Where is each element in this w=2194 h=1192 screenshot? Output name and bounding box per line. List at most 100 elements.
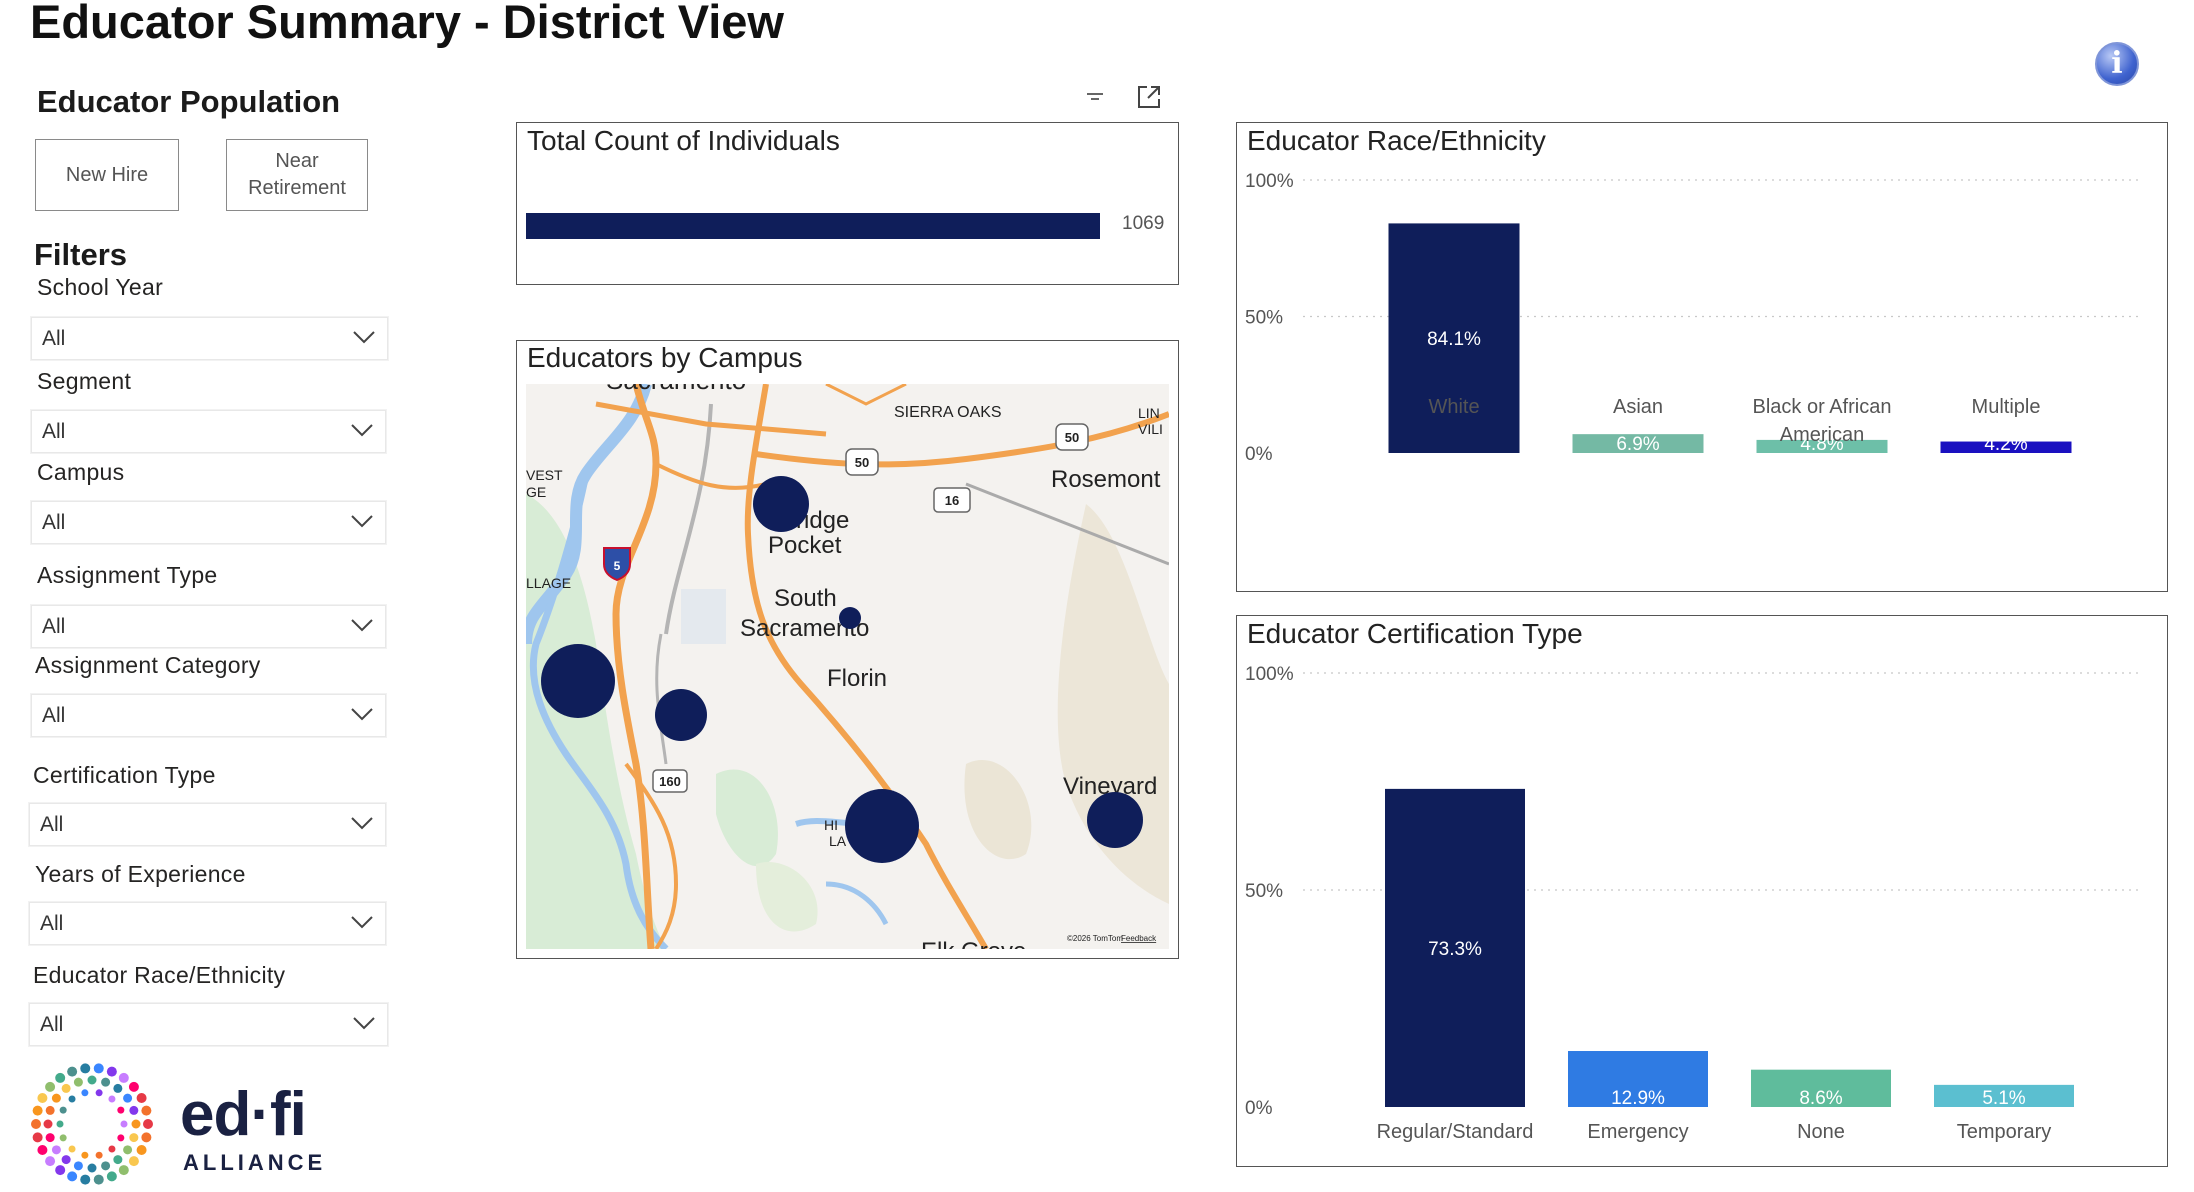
logo-dot <box>128 1156 139 1167</box>
data-label: 4.2% <box>1984 434 2027 455</box>
assignment-type-select[interactable]: All <box>31 605 386 648</box>
data-label: 12.9% <box>1611 1088 1665 1109</box>
assignment-type-value: All <box>42 614 66 638</box>
logo-dot <box>118 1072 129 1083</box>
map-label: South <box>774 585 837 612</box>
logo-dot <box>141 1105 152 1116</box>
logo-dot <box>113 1083 123 1093</box>
map-label: LIN <box>1138 405 1160 421</box>
logo-dot <box>45 1081 56 1092</box>
logo-dot <box>55 1165 66 1176</box>
logo-dot <box>143 1119 153 1129</box>
near-retirement-button[interactable]: Near Retirement <box>226 139 368 211</box>
certification-type-chart[interactable]: 0% 50% 100% 73.3% Regular/Standard 12.9% Emerg… <box>1237 616 2166 1165</box>
edfi-logo: ed·fi ALLIANCE <box>30 1062 330 1187</box>
certification-type-select[interactable]: All <box>29 803 386 846</box>
chevron-down-icon <box>353 1017 375 1030</box>
logo-dot <box>55 1072 66 1083</box>
logo-dot <box>108 1145 116 1153</box>
logo-dot <box>73 1077 83 1087</box>
focus-mode-icon[interactable] <box>1136 84 1162 110</box>
segment-value: All <box>42 419 66 443</box>
logo-dot <box>32 1105 43 1116</box>
campus-value: All <box>42 510 66 534</box>
category-label: Asian <box>1613 396 1663 418</box>
educator-race-ethnicity-select[interactable]: All <box>29 1003 388 1046</box>
logo-dot <box>141 1132 152 1143</box>
filter-label-certification-type: Certification Type <box>33 762 216 788</box>
logo-dot <box>68 1095 76 1103</box>
map-label: LLAGE <box>526 575 571 591</box>
years-of-experience-select[interactable]: All <box>29 902 386 945</box>
edfi-logo-mark <box>31 1063 153 1185</box>
logo-dot <box>37 1145 48 1156</box>
logo-dot <box>45 1105 55 1115</box>
campus-bubble[interactable] <box>753 476 809 532</box>
logo-dot <box>61 1155 71 1165</box>
race-ethnicity-chart[interactable]: 0% 50% 100% 84.1% White 6.9% Asian 4.8% Black or… <box>1237 123 2166 590</box>
svg-text:50: 50 <box>855 455 869 470</box>
chevron-down-icon <box>353 331 375 344</box>
school-year-value: All <box>42 326 66 350</box>
assignment-category-select[interactable]: All <box>31 694 386 737</box>
school-year-select[interactable]: All <box>31 317 388 360</box>
data-label: 84.1% <box>1427 329 1481 350</box>
svg-text:16: 16 <box>945 493 959 508</box>
new-hire-label: New Hire <box>65 163 149 186</box>
logo-dot <box>43 1119 53 1129</box>
bar[interactable] <box>1756 439 1888 453</box>
chevron-down-icon <box>351 424 373 437</box>
campus-map-card: Educators by Campus 50 50 <box>516 340 1179 959</box>
bar[interactable] <box>1751 1069 1891 1107</box>
info-icon[interactable]: i <box>2095 42 2139 86</box>
population-heading: Educator Population <box>37 84 341 119</box>
category-label: American <box>1780 424 1864 446</box>
chevron-down-icon <box>351 817 373 830</box>
logo-dot <box>51 1145 61 1155</box>
bar[interactable] <box>1385 788 1525 1107</box>
campus-bubble[interactable] <box>541 644 615 718</box>
map-label: HI <box>824 817 838 833</box>
logo-dot <box>118 1165 129 1176</box>
new-hire-button[interactable]: New Hire <box>35 139 179 211</box>
bar[interactable] <box>1388 223 1520 453</box>
segment-select[interactable]: All <box>31 410 386 453</box>
category-label: Regular/Standard <box>1377 1121 1534 1143</box>
campus-bubble[interactable] <box>839 607 861 629</box>
category-label: Emergency <box>1587 1121 1688 1143</box>
logo-dot <box>117 1106 125 1114</box>
logo-dot <box>45 1156 56 1167</box>
total-count-title: Total Count of Individuals <box>527 125 840 156</box>
bar[interactable] <box>1940 441 2072 453</box>
campus-bubble[interactable] <box>1087 792 1143 848</box>
chevron-down-icon <box>351 916 373 929</box>
map-label: Sacramento <box>606 384 746 395</box>
logo-dot <box>129 1105 139 1115</box>
map-label: Florin <box>827 665 887 692</box>
map-label: LA <box>829 833 847 849</box>
map-label: SIERRA OAKS <box>894 404 1002 421</box>
logo-dot <box>108 1095 116 1103</box>
logo-dot <box>95 1089 103 1097</box>
logo-dot <box>32 1132 43 1143</box>
chevron-down-icon <box>351 708 373 721</box>
bar[interactable] <box>1572 434 1704 453</box>
logo-dot <box>80 1174 91 1185</box>
bar[interactable] <box>1934 1084 2074 1107</box>
campus-select[interactable]: All <box>31 501 386 544</box>
campus-map[interactable]: 50 50 16 5 160 Sacramento SIERRA OAKS Ro… <box>526 384 1169 949</box>
data-label: 5.1% <box>1982 1088 2025 1109</box>
map-feedback-link: Feedback <box>1121 934 1157 943</box>
logo-dot <box>120 1120 128 1128</box>
logo-dot <box>59 1134 67 1142</box>
route-shield: 160 <box>652 769 688 793</box>
chevron-down-icon <box>351 619 373 632</box>
filter-label-assignment-category: Assignment Category <box>35 652 261 678</box>
campus-bubble[interactable] <box>845 789 919 863</box>
campus-bubble[interactable] <box>655 689 707 741</box>
filter-label-school-year: School Year <box>37 274 164 300</box>
map-attribution: ©2026 TomTom <box>1067 934 1123 943</box>
bar[interactable] <box>1568 1051 1708 1107</box>
logo-dot <box>128 1081 139 1092</box>
filter-lines-icon[interactable] <box>1084 88 1106 106</box>
